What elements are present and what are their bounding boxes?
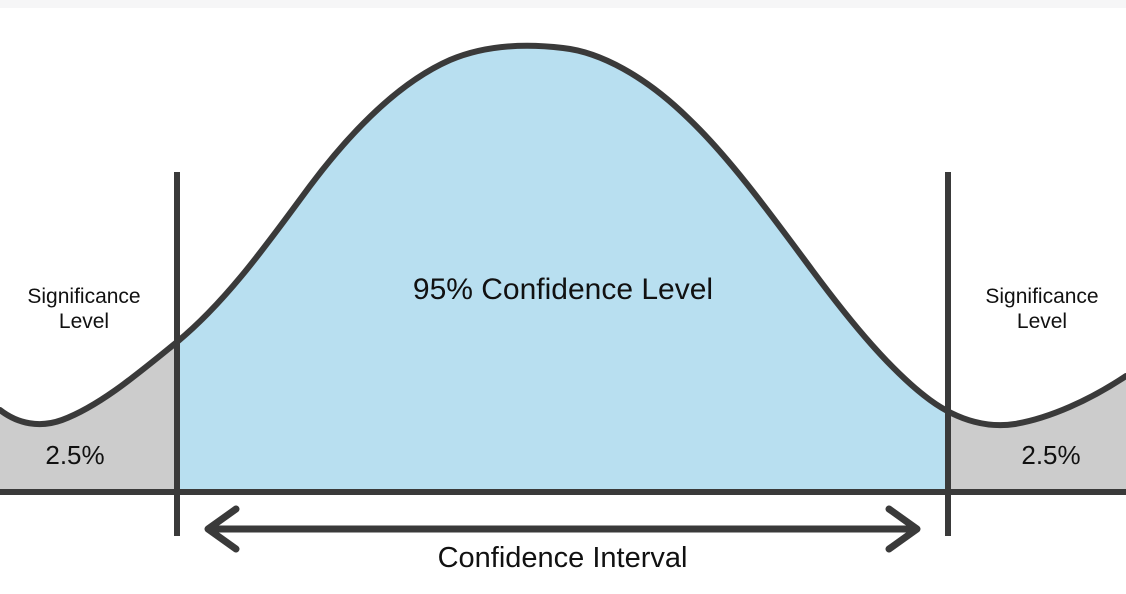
top-strip [0, 0, 1126, 8]
distribution-regions [0, 45, 1126, 492]
arrow-head-left-icon [204, 505, 240, 553]
confidence-interval-arrow [204, 505, 921, 553]
tail-percent-label-left: 2.5% [45, 440, 105, 470]
significance-level-label-right: Significance Level [985, 285, 1099, 333]
tail-percent-label-right: 2.5% [1021, 440, 1081, 470]
region-confidence-interval [177, 45, 948, 492]
confidence-interval-label: Confidence Interval [437, 542, 688, 574]
significance-level-label-left: Significance Level [27, 285, 141, 333]
confidence-level-label: 95% Confidence Level [412, 273, 714, 306]
arrow-head-right-icon [885, 505, 921, 553]
